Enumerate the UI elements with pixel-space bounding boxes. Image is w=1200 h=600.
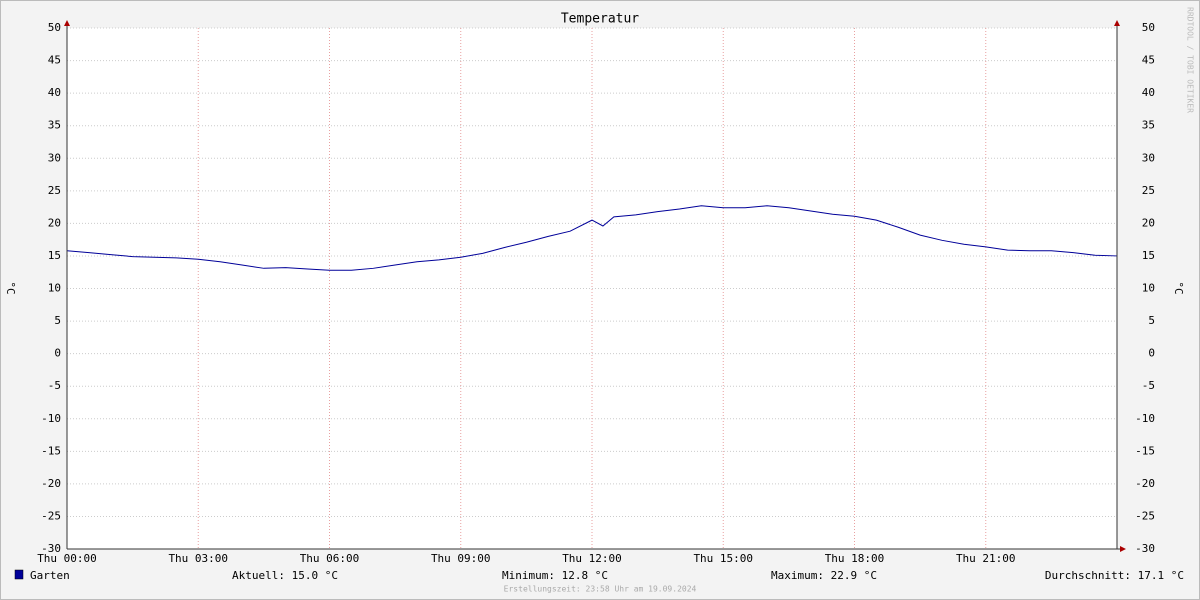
- x-tick-label: Thu 12:00: [562, 552, 622, 565]
- x-tick-label: Thu 06:00: [300, 552, 360, 565]
- legend-label: Garten: [30, 569, 70, 582]
- grid: [66, 27, 1117, 550]
- y2-tick-label: 50: [1142, 21, 1155, 34]
- y2-tick-label: 40: [1142, 86, 1155, 99]
- y-tick-label: 25: [48, 184, 61, 197]
- y2-tick-label: -20: [1135, 477, 1155, 490]
- x-tick-label: Thu 15:00: [693, 552, 753, 565]
- y2-tick-label: -30: [1135, 542, 1155, 555]
- y-tick-label: 50: [48, 21, 61, 34]
- y-tick-label: 20: [48, 216, 61, 229]
- y2-tick-label: -5: [1142, 379, 1155, 392]
- chart-title: Temperatur: [561, 12, 639, 27]
- line: [66, 205, 1118, 271]
- stat: Durchschnitt: 17.1 °C: [1045, 569, 1184, 582]
- y-axis-label: °C: [4, 281, 17, 294]
- y2-tick-label: 0: [1148, 347, 1155, 360]
- y-tick-label: 5: [54, 314, 61, 327]
- y-tick-label: -25: [41, 509, 61, 522]
- y-tick-label: 40: [48, 86, 61, 99]
- stat: Maximum: 22.9 °C: [771, 569, 877, 582]
- y-tick-label: 0: [54, 347, 61, 360]
- legend-swatch: [14, 569, 24, 580]
- y2-tick-label: 30: [1142, 151, 1155, 164]
- y2-axis-label: °C: [1172, 281, 1185, 294]
- y2-tick-label: -15: [1135, 444, 1155, 457]
- y-tick-label: 45: [48, 54, 61, 67]
- y2-tick-label: 10: [1142, 282, 1155, 295]
- y-tick-label: 30: [48, 151, 61, 164]
- y-tick-label: -15: [41, 444, 61, 457]
- y2-tick-label: -10: [1135, 412, 1155, 425]
- y-tick-label: 35: [48, 119, 61, 132]
- y-tick-label: -10: [41, 412, 61, 425]
- watermark: RRDTOOL / TOBI OETIKER: [1186, 7, 1195, 113]
- x-tick-label: Thu 03:00: [168, 552, 228, 565]
- y-tick-label: -30: [41, 542, 61, 555]
- footer: Erstellungszeit: 23:58 Uhr am 19.09.2024: [504, 585, 697, 594]
- y-tick-label: 10: [48, 282, 61, 295]
- x-tick-label: Thu 18:00: [825, 552, 885, 565]
- plot: [66, 205, 1118, 271]
- y-tick-label: 15: [48, 249, 61, 262]
- stat: Minimum: 12.8 °C: [502, 569, 608, 582]
- y2-tick-label: 20: [1142, 216, 1155, 229]
- x-tick-label: Thu 21:00: [956, 552, 1016, 565]
- x-tick-label: Thu 09:00: [431, 552, 491, 565]
- y2-tick-label: 15: [1142, 249, 1155, 262]
- y2-tick-label: 35: [1142, 119, 1155, 132]
- y2-tick-label: 45: [1142, 54, 1155, 67]
- stat: Aktuell: 15.0 °C: [232, 569, 338, 582]
- y2-tick-label: 5: [1148, 314, 1155, 327]
- x-tick-label: Thu 00:00: [37, 552, 97, 565]
- y-tick-label: -5: [48, 379, 61, 392]
- y2-tick-label: -25: [1135, 509, 1155, 522]
- y2-tick-label: 25: [1142, 184, 1155, 197]
- y-tick-label: -20: [41, 477, 61, 490]
